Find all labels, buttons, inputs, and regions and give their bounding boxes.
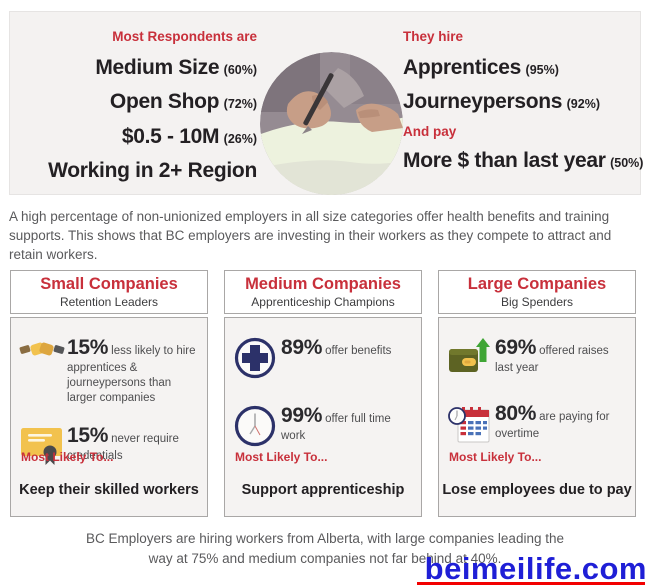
stat-text: 99% offer full time work [281,404,391,443]
most-likely-statement: Lose employees due to pay [442,482,632,498]
card-title: Large Companies [467,275,607,293]
watermark-link[interactable]: beimeilife.com [424,551,647,585]
clock-icon [233,402,281,448]
hire-item: Journeypersons (92%) [403,90,600,114]
card-subtitle: Big Spenders [500,294,574,309]
footer-text: BC Employers are hiring workers from Alb… [86,531,564,566]
stat-text: 69% offered raises last year [495,336,609,375]
footer-note: BC Employers are hiring workers from Alb… [0,529,650,568]
most-likely-label: Most Likely To... [235,450,328,464]
stat-text: 89% offer benefits [281,336,392,359]
stat-text: 15% less likely to hire apprentices & jou… [67,336,196,405]
stat-row: 99% offer full time work [233,402,413,448]
medical-cross-icon [233,334,281,380]
hire-item: Apprentices (95%) [403,56,559,79]
stat-row: 69% offered raises last year [447,334,627,380]
hire-column: They hire Apprentices (95%) Journeyperso… [403,29,644,182]
respondent-item: Working in 2+ Region [48,158,257,182]
pay-item: More $ than last year (50%) [403,148,644,172]
card-title: Medium Companies [245,275,401,293]
they-hire-heading: They hire [403,29,464,44]
intro-paragraph: A high percentage of non-unionized emplo… [9,209,612,263]
stat-row: 89% offer benefits [233,334,413,380]
respondents-column: Most Respondents are Medium Size (60%) O… [20,29,257,192]
hand-writing-photo [260,52,403,195]
respondent-item: $0.5 - 10M (26%) [121,124,257,148]
card-body: 15% less likely to hire apprentices & jou… [10,317,208,517]
respondent-item: Open Shop (72%) [109,90,257,114]
card-body: 89% offer benefits 99% offer full time wor… [224,317,422,517]
respondents-heading: Most Respondents are [112,29,257,44]
wallet-raise-icon [447,334,495,380]
card-title: Small Companies [40,275,178,293]
card-subtitle: Apprenticeship Champions [251,294,395,309]
card-header: Large Companies Big Spenders [438,270,636,314]
card-subtitle: Retention Leaders [59,294,159,309]
card-header: Small Companies Retention Leaders [10,270,208,314]
top-banner: Most Respondents are Medium Size (60%) O… [9,11,644,195]
most-likely-label: Most Likely To... [21,450,114,464]
stat-row: 15% never require credentials [19,422,199,466]
handshake-icon [19,334,67,366]
card-medium-companies: Medium Companies Apprenticeship Champion… [224,270,422,517]
card-header: Medium Companies Apprenticeship Champion… [224,270,422,314]
card-small-companies: Small Companies Retention Leaders 15% les… [10,270,208,517]
card-body: 69% offered raises last year [438,317,636,517]
card-large-companies: Large Companies Big Spenders 69% offered … [438,270,636,517]
and-pay-heading: And pay [403,123,457,139]
overtime-calendar-icon [447,400,495,448]
most-likely-label: Most Likely To... [449,450,542,464]
stat-text: 15% never require credentials [67,424,179,463]
respondent-item: Medium Size (60%) [95,56,257,79]
most-likely-statement: Support apprenticeship [241,482,405,498]
certificate-icon [19,422,67,466]
stat-text: 80% are paying for overtime [495,402,610,441]
most-likely-statement: Keep their skilled workers [19,482,199,498]
stat-row: 15% less likely to hire apprentices & jou… [19,334,199,406]
stat-row: 80% are paying for overtime [447,400,627,448]
watermark-underline [417,582,645,585]
